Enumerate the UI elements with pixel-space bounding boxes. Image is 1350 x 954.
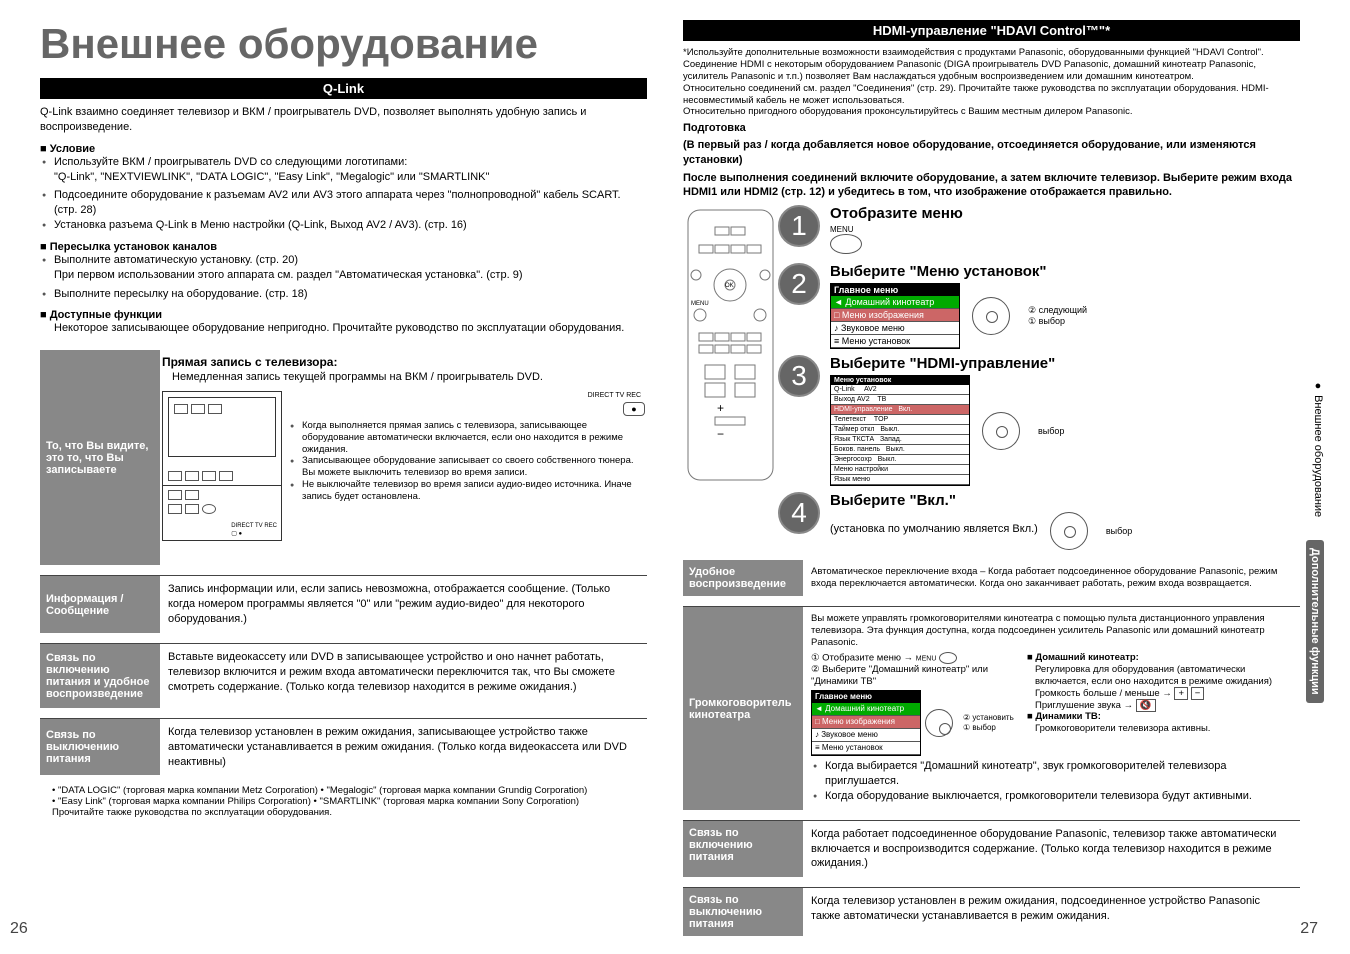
foot1: • "DATA LOGIC" (торговая марка компании … <box>40 785 647 796</box>
r2-s1: ① Отобразите меню → MENU <box>811 652 1021 664</box>
func-sub: Некоторое записывающее оборудование непр… <box>40 321 647 336</box>
step4-title: Выберите "Вкл." <box>830 492 1300 509</box>
cond-b1-sub: "Q-Link", "NEXTVIEWLINK", "DATA LOGIC", … <box>40 170 647 185</box>
prep-label: Подготовка <box>683 122 1300 134</box>
cond-b3: Установка разъема Q-Link в Меню настройк… <box>40 218 647 233</box>
r2-tv-title: ■ Динамики ТВ: <box>1027 711 1292 723</box>
r4-body: Когда телевизор установлен в режим ожида… <box>803 888 1300 936</box>
page-num-right: 27 <box>1300 920 1318 938</box>
t3-body: Вставьте видеокассету или DVD в записыва… <box>160 644 647 708</box>
joystick-icon-4 <box>925 709 953 737</box>
t4-label: Связь по выключению питания <box>40 719 160 776</box>
r1-body: Автоматическое переключение входа – Когд… <box>803 560 1300 596</box>
t1-b2: Записывающее оборудование записывает со … <box>288 455 645 479</box>
joystick-icon-2 <box>982 412 1020 450</box>
r1-label: Удобное воспроизведение <box>683 560 803 596</box>
r2-label: Громкоговоритель кинотеатра <box>683 607 803 809</box>
cond-label: ■ Условие <box>40 143 647 155</box>
svg-text:OK: OK <box>725 283 734 289</box>
hdmi-intro3: Относительно пригодного оборудования про… <box>683 106 1300 118</box>
r2-b2: Когда оборудование выключается, громкого… <box>811 789 1292 804</box>
chan-b1-sub: При первом использовании этого аппарата … <box>40 268 647 283</box>
step3-note: выбор <box>1038 426 1064 436</box>
t3-label: Связь по включению питания и удобное вос… <box>40 644 160 708</box>
step-4-num: 4 <box>778 492 820 534</box>
t1-title: Прямая запись с телевизора: <box>162 354 645 370</box>
prep-b2: После выполнения соединений включите обо… <box>683 171 1300 200</box>
step4-note: выбор <box>1106 526 1132 536</box>
step-1-num: 1 <box>778 205 820 247</box>
joystick-icon-3 <box>1050 512 1088 550</box>
r2-tv-body: Громкоговорители телевизора активны. <box>1027 723 1292 735</box>
chan-b1: Выполните автоматическую установку. (стр… <box>40 253 647 268</box>
menu-button-icon <box>830 234 862 254</box>
prep-b1: (В первый раз / когда добавляется новое … <box>683 138 1300 167</box>
t1-sub: Немедленная запись текущей программы на … <box>162 370 645 385</box>
t2-body: Запись информации или, если запись невоз… <box>160 576 647 633</box>
r2-notes: ② установить ① выбор <box>963 713 1014 733</box>
cond-b1: Используйте ВКМ / проигрыватель DVD со с… <box>40 155 647 170</box>
hdmi-intro1: *Используйте дополнительные возможности … <box>683 47 1300 83</box>
chan-label: ■ Пересылка установок каналов <box>40 241 647 253</box>
r3-body: Когда работает подсоединенное оборудован… <box>803 821 1300 878</box>
direct-label: DIRECT TV REC <box>288 391 641 400</box>
joystick-icon <box>972 297 1010 335</box>
r2-b1: Когда выбирается "Домашний кинотеатр", з… <box>811 759 1292 789</box>
chan-b2: Выполните пересылку на оборудование. (ст… <box>40 287 647 302</box>
step1-title: Отобразите меню <box>830 205 1300 222</box>
t4-body: Когда телевизор установлен в режим ожида… <box>160 719 647 776</box>
svg-text:MENU: MENU <box>691 301 709 307</box>
tv-sketch: DIRECT TV REC▢ ● <box>162 391 282 541</box>
func-label: ■ Доступные функции <box>40 309 647 321</box>
r2-menu: Главное меню ◄ Домашний кинотеатр □ Меню… <box>811 690 921 756</box>
step-2-num: 2 <box>778 263 820 305</box>
menu-lbl: MENU <box>830 225 1300 234</box>
setup-menu-box: Меню установок Q-Link AV2 Выход AV2 ТВ H… <box>830 375 970 486</box>
t1-b1: Когда выполняется прямая запись с телеви… <box>288 420 645 456</box>
r2-hk-title: ■ Домашний кинотеатр: <box>1027 652 1292 664</box>
foot3: Прочитайте также руководства по эксплуат… <box>40 807 647 818</box>
step-3-num: 3 <box>778 355 820 397</box>
r2-intro: Вы можете управлять громкоговорителями к… <box>811 613 1292 649</box>
side-label-2: Дополнительные функции <box>1306 540 1324 703</box>
t1-b3: Не выключайте телевизор во время записи … <box>288 479 645 503</box>
r4-label: Связь по выключению питания <box>683 888 803 936</box>
r2-hk-l2: Приглушение звука → 🔇 <box>1027 700 1292 712</box>
side-label-1: ● Внешнее оборудование <box>1312 380 1324 517</box>
step4-sub: (установка по умолчанию является Вкл.) <box>830 522 1038 537</box>
svg-text:+: + <box>717 401 724 415</box>
t1-label: То, что Вы видите, это то, что Вы записы… <box>40 350 160 565</box>
hdmi-intro2: Относительно соединений см. раздел "Соед… <box>683 83 1300 107</box>
svg-text:−: − <box>717 427 724 441</box>
step3-title: Выберите "HDMI-управление" <box>830 355 1300 372</box>
qlink-header: Q-Link <box>40 78 647 99</box>
step2-notes: ② следующий ① выбор <box>1028 305 1087 327</box>
main-menu-box: Главное меню ◄ Домашний кинотеатр □ Меню… <box>830 283 960 349</box>
remote-sketch: OK MENU + − <box>683 205 778 556</box>
r2-hk-l1: Громкость больше / меньше → + − <box>1027 688 1292 700</box>
step2-title: Выберите "Меню установок" <box>830 263 1300 280</box>
r2-hk-body: Регулировка для оборудования (автоматиче… <box>1027 664 1292 688</box>
foot2: • "Easy Link" (торговая марка компании P… <box>40 796 647 807</box>
qlink-intro: Q-Link взаимно соединяет телевизор и ВКМ… <box>40 105 647 135</box>
page-title: Внешнее оборудование <box>40 20 647 68</box>
r2-s2: ② Выберите "Домашний кинотеатр" или "Дин… <box>811 664 1021 688</box>
page-num-left: 26 <box>10 920 28 938</box>
t2-label: Информация / Сообщение <box>40 576 160 633</box>
hdmi-header: HDMI-управление "HDAVI Control™"* <box>683 20 1300 41</box>
cond-b2: Подсоедините оборудование к разъемам AV2… <box>40 188 647 218</box>
r3-label: Связь по включению питания <box>683 821 803 878</box>
